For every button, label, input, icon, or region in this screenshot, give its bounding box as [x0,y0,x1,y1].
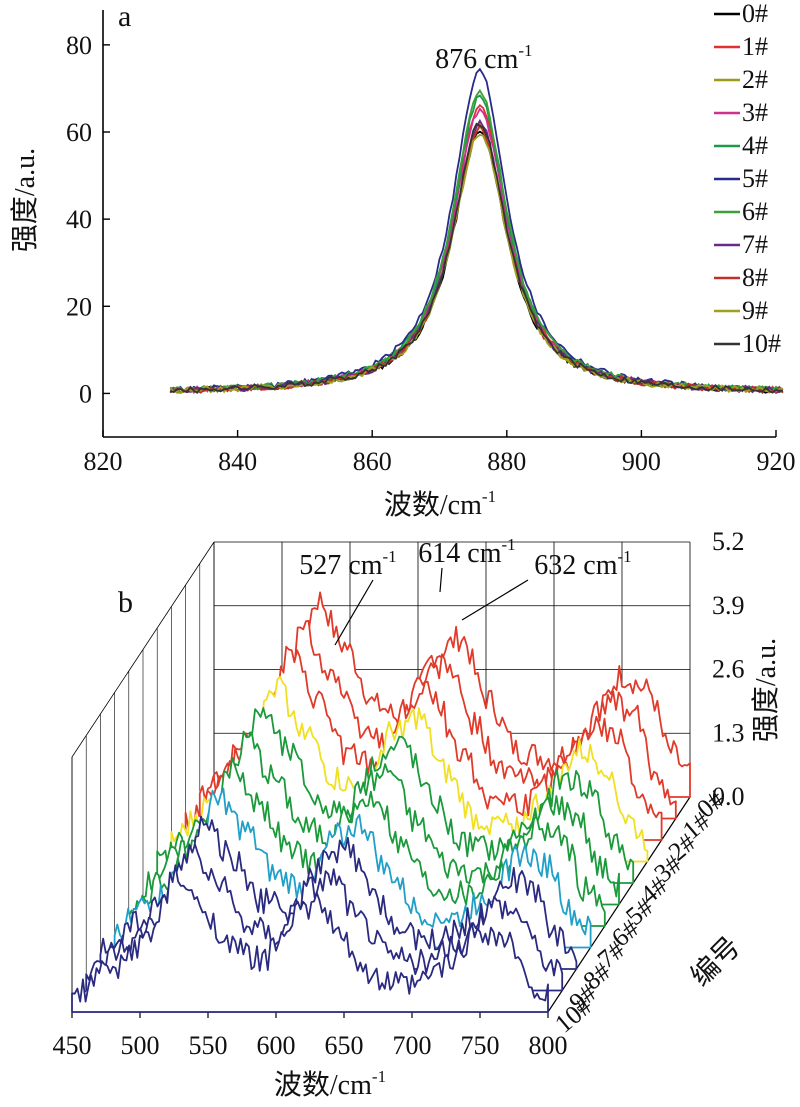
panel-a-legend-label: 5# [742,164,768,193]
panel-a-series-line-0 [169,130,784,394]
panel-a-series-line-2 [170,125,784,395]
panel-b-peak-annotation-sup: -1 [383,547,397,566]
panel-a-series-line-10 [170,122,783,394]
panel-a-x-tick-label: 880 [487,447,526,476]
panel-a-y-axis-label: 强度/a.u. [9,148,41,252]
panel-a-peak-annotation-sup: -1 [518,41,532,60]
panel-a-y-tick-label: 60 [66,118,92,147]
panel-a-series-line-4 [170,94,784,395]
panel-a-x-tick-labels: 820 840 860 880 900 920 [84,447,796,476]
panel-b-depth-axis-label: 编号 [685,931,747,993]
panel-b-x-axis-label-sup: -1 [372,1067,386,1086]
panel-b-label: b [118,586,133,619]
panel-b-peak-annotation: 632 cm-1 [534,547,631,581]
panel-b-x-axis-label-text: 波数/cm [274,1069,372,1101]
panel-a-y-tick-label: 40 [66,205,92,234]
panel-b-z-tick-labels: 0.0 1.3 2.6 3.9 5.2 [712,527,745,811]
panel-b-x-tick-label: 500 [121,1031,160,1060]
panel-b-peak-annotation-text: 527 cm [299,550,382,581]
panel-a-x-tick-label: 820 [84,447,123,476]
panel-a-x-tick-label: 860 [353,447,392,476]
panel-b-series-line-10 [71,864,549,1013]
panel-b-x-tick-label: 800 [529,1031,568,1060]
panel-a-legend-label: 1# [742,32,768,61]
panel-a-x-axis-label-text: 波数/cm [384,489,482,521]
panel-a-x-tick-label: 840 [218,447,257,476]
panel-a-x-tick-label: 900 [622,447,661,476]
panel-b-peak-annotation-sup: -1 [502,535,516,554]
panel-a-legend-label: 6# [742,197,768,226]
panel-b-z-tick-label: 2.6 [712,655,745,684]
panel-a-legend-label: 3# [742,98,768,127]
panel-b-peak-leader-line [461,579,529,621]
panel-b-x-tick-label: 650 [325,1031,364,1060]
panel-a-series-line-9 [169,133,783,394]
panel-b-z-tick-label: 1.3 [712,718,745,747]
panel-b-peak-annotation-sup: -1 [618,547,632,566]
panel-b-x-tick-label: 750 [461,1031,500,1060]
panel-a-x-tick-label: 920 [757,447,796,476]
panel-b-series-lines [71,591,691,1013]
panel-b-z-tick-label: 5.2 [712,527,745,556]
panel-b-x-axis-label: 波数/cm-1 [274,1067,386,1101]
panel-a-series-line-1 [169,103,784,394]
panel-b-peak-annotation: 614 cm-1 [418,535,515,569]
panel-a-y-tick-labels: 0 20 40 60 80 [66,31,92,409]
panel-b-x-tick-label: 550 [189,1031,228,1060]
panel-a-series-line-8 [170,122,784,395]
panel-a-series-line-3 [169,107,784,395]
panel-a-y-tick-label: 20 [66,292,92,321]
panel-a-legend: 0# 1# 2# 3# 4# 5# 6# 7# 8# 9# 10# [714,0,781,358]
panel-a-chart: a 876 cm-1 820 840 860 880 900 920 020406080 … [9,0,796,521]
panel-a-legend-label: 4# [742,131,768,160]
panel-a-y-tick-label: 0 [79,379,92,408]
panel-b-z-tick-label: 0.0 [712,782,745,811]
panel-a-x-axis-label-sup: -1 [482,487,496,506]
panel-b-peak-annotation-text: 632 cm [534,550,617,581]
panel-a-legend-label: 7# [742,230,768,259]
panel-a-series-line-5 [169,67,784,394]
panel-a-peak-annotation-text: 876 cm [435,44,518,75]
panel-b-x-tick-label: 700 [393,1031,432,1060]
panel-b-x-tick-label: 450 [53,1031,92,1060]
panel-a-y-tick-label: 80 [66,31,92,60]
panel-a-series-line-7 [169,118,783,394]
panel-b-x-tick-label: 600 [257,1031,296,1060]
panel-a-legend-label: 2# [742,65,768,94]
panel-b-z-axis-label: 强度/a.u. [750,638,782,742]
panel-a-legend-label: 0# [742,0,768,28]
panel-b-z-tick-label: 3.9 [712,591,745,620]
panel-a-label: a [118,0,131,33]
panel-a-series-lines [169,67,784,395]
panel-a-peak-annotation: 876 cm-1 [435,41,532,75]
panel-b-peak-annotation: 527 cm-1 [299,547,396,581]
panel-b-x-tick-labels: 450 500 550 600 650 700 750 800 [53,1031,568,1060]
panel-a-legend-label: 10# [742,329,781,358]
panel-a-axes [102,10,777,438]
panel-b-peak-leader-line [334,579,374,646]
panel-a-legend-label: 9# [742,296,768,325]
panel-b-peak-leader-line [439,567,443,593]
panel-b-peak-annotation-text: 614 cm [418,538,501,569]
panel-a-legend-label: 8# [742,263,768,292]
panel-a-x-axis-label: 波数/cm-1 [384,487,496,521]
